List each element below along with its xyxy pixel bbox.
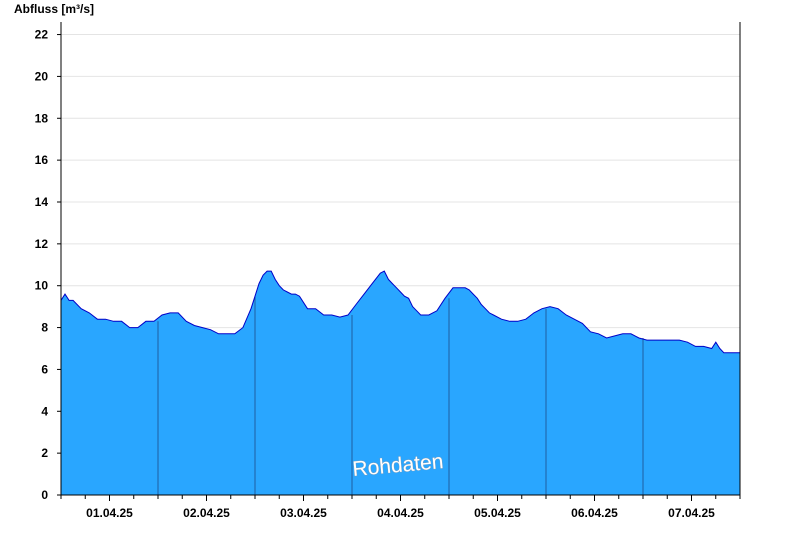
y-tick-label: 14 [35,195,49,209]
day-separators [157,296,644,495]
y-tick-label: 4 [41,404,48,418]
y-tick-label: 18 [35,111,49,125]
y-tick-label: 16 [35,153,49,167]
y-tick-label: 0 [41,488,48,502]
x-tick-label: 01.04.25 [86,506,133,520]
x-tick-label: 05.04.25 [474,506,521,520]
y-tick-label: 6 [41,362,48,376]
discharge-area [61,271,740,495]
y-axis-title: Abfluss [m³/s] [14,2,94,16]
x-tick-label: 07.04.25 [668,506,715,520]
y-tick-label: 2 [41,446,48,460]
x-tick-label: 02.04.25 [183,506,230,520]
y-ticks: 0 2 4 6 8 10 12 14 16 18 20 22 [35,28,61,502]
x-ticks: 01.04.25 02.04.25 03.04.25 04.04.25 05.04.25… [60,495,741,520]
y-tick-label: 12 [35,237,49,251]
y-tick-label: 8 [41,321,48,335]
y-tick-label: 22 [35,28,49,42]
x-tick-label: 03.04.25 [280,506,327,520]
x-tick-label: 04.04.25 [377,506,424,520]
x-tick-label: 06.04.25 [571,506,618,520]
discharge-line [60,270,740,354]
y-tick-label: 10 [35,279,49,293]
y-tick-label: 20 [35,69,49,83]
